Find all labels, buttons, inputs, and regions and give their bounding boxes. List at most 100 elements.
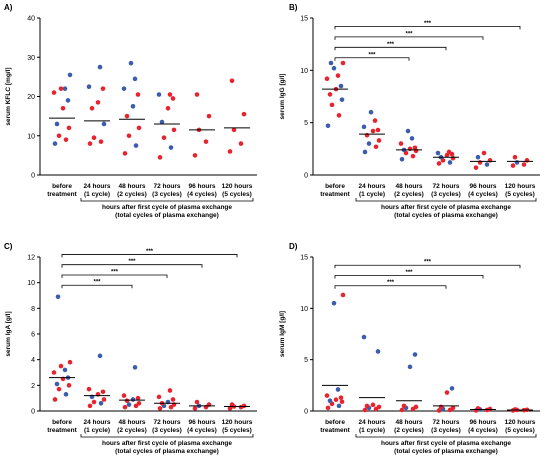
data-point xyxy=(67,72,73,78)
y-tick-label: 4 xyxy=(31,357,35,364)
x-category-sublabel: treatment xyxy=(47,427,77,434)
y-tick-label: 2 xyxy=(31,383,35,390)
data-point xyxy=(449,386,455,391)
data-point xyxy=(398,141,404,146)
data-point xyxy=(227,149,233,154)
x-category-sublabel: (5 cycles) xyxy=(222,191,252,198)
data-point xyxy=(370,128,376,134)
data-point xyxy=(54,381,60,387)
significance-label: *** xyxy=(128,259,136,265)
data-point xyxy=(194,399,200,405)
panel-letter: C) xyxy=(4,242,13,251)
data-point xyxy=(100,86,106,91)
chart-panel-3: C) 0 2 4 6 8 10 12 serum IgA [g/l] beforetreatmen… xyxy=(4,242,257,455)
data-point xyxy=(97,353,103,359)
x-category-sublabel: (1 cycle) xyxy=(359,191,385,198)
data-point xyxy=(327,92,333,97)
data-point xyxy=(98,139,104,144)
caption-bracket xyxy=(80,198,254,202)
data-point xyxy=(66,125,72,131)
data-point xyxy=(58,86,64,91)
x-category-label: 96 hours xyxy=(469,419,496,426)
data-point xyxy=(331,300,337,306)
data-point xyxy=(91,135,97,141)
data-point xyxy=(372,118,378,123)
x-category-label: 72 hours xyxy=(432,419,459,426)
data-point xyxy=(376,138,382,143)
significance-bracket xyxy=(334,36,484,40)
x-axis-caption: hours after first cycle of plasma exchan… xyxy=(381,440,511,447)
data-point xyxy=(366,141,372,146)
significance-bracket xyxy=(61,284,133,289)
data-point xyxy=(62,86,68,91)
y-tick-label: 30 xyxy=(27,55,35,62)
data-point xyxy=(157,155,163,160)
y-tick-label: 10 xyxy=(27,280,35,287)
x-category-sublabel: (3 cycles) xyxy=(152,191,182,198)
y-tick-label: 15 xyxy=(300,16,308,23)
x-category-sublabel: treatment xyxy=(320,427,350,434)
data-point xyxy=(133,143,139,148)
data-point xyxy=(336,113,342,118)
x-category-sublabel: (4 cycles) xyxy=(468,427,498,434)
data-point xyxy=(336,403,342,409)
x-category-label: before xyxy=(325,419,345,426)
data-point xyxy=(370,402,376,408)
y-tick-label: 8 xyxy=(31,306,35,313)
data-point xyxy=(159,119,165,125)
significance-label: *** xyxy=(424,260,432,266)
x-category-sublabel: (1 cycle) xyxy=(84,427,110,434)
x-axis-caption: hours after first cycle of plasma exchan… xyxy=(102,204,232,211)
data-point xyxy=(55,294,61,300)
data-point xyxy=(97,64,103,70)
y-axis-title: serum IgA [g/l] xyxy=(5,311,12,356)
x-category-label: 24 hours xyxy=(358,419,385,426)
data-point xyxy=(399,407,405,413)
significance-bracket xyxy=(334,285,447,289)
data-point xyxy=(229,78,235,84)
data-point xyxy=(194,92,200,97)
caption-bracket xyxy=(355,198,537,202)
data-point xyxy=(168,404,174,410)
data-point xyxy=(241,111,247,117)
data-point xyxy=(168,145,174,150)
data-point xyxy=(121,86,127,91)
data-point xyxy=(126,402,132,407)
x-category-label: 72 hours xyxy=(432,183,459,190)
data-point xyxy=(192,153,198,158)
data-point xyxy=(170,397,176,402)
data-point xyxy=(325,123,331,129)
x-category-label: 120 hours xyxy=(505,183,536,190)
data-point xyxy=(171,127,177,133)
x-category-label: 72 hours xyxy=(153,183,180,190)
data-point xyxy=(364,403,370,409)
data-point xyxy=(484,162,490,167)
significance-bracket xyxy=(334,264,521,269)
x-category-sublabel: (1 cycle) xyxy=(84,191,110,198)
data-point xyxy=(87,141,93,146)
data-point xyxy=(86,386,92,392)
significance-label: *** xyxy=(146,249,154,255)
data-point xyxy=(170,96,176,101)
y-axis-title: serum IgM [g/l] xyxy=(279,311,286,357)
data-point xyxy=(475,406,481,411)
data-point xyxy=(126,133,132,139)
data-point xyxy=(362,407,368,413)
y-axis-title: serum KFLC [mg/l] xyxy=(5,67,12,125)
x-category-sublabel: (3 cycles) xyxy=(431,427,461,434)
panel-letter: B) xyxy=(289,3,298,12)
y-tick-label: 10 xyxy=(300,68,308,75)
x-category-sublabel: treatment xyxy=(47,191,77,198)
y-tick-label: 0 xyxy=(304,409,308,416)
data-point xyxy=(51,90,57,95)
x-category-label: 120 hours xyxy=(505,419,536,426)
data-point xyxy=(165,105,171,111)
x-category-label: 48 hours xyxy=(118,419,145,426)
data-point xyxy=(413,404,419,410)
significance-bracket xyxy=(334,25,521,30)
data-point xyxy=(340,60,346,66)
data-point xyxy=(487,406,493,412)
data-point xyxy=(512,154,518,160)
data-point xyxy=(122,404,128,410)
